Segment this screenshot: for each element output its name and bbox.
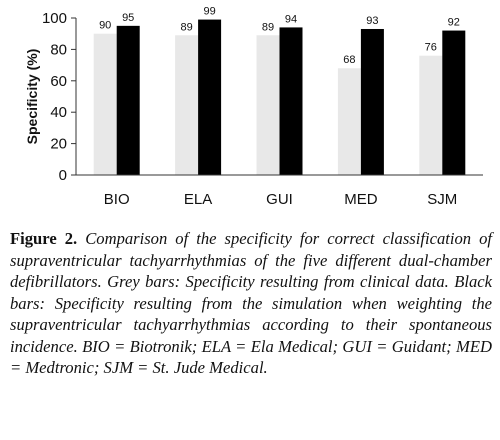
data-label: 89 — [180, 21, 192, 33]
black-bar-bio — [116, 25, 140, 175]
category-label-gui: GUI — [266, 191, 293, 208]
category-label-ela: ELA — [184, 191, 212, 208]
black-bar-gui — [279, 27, 303, 176]
figure-label: Figure 2. — [10, 229, 78, 248]
y-axis-ticks: 0 20 40 60 80 100 — [42, 10, 76, 184]
category-label-med: MED — [344, 191, 378, 208]
y-tick-label: 20 — [50, 136, 67, 153]
black-bar-med — [360, 28, 384, 175]
data-label: 68 — [343, 54, 355, 66]
chart-svg: 0 20 40 60 80 100 90 95 89 99 89 94 68 93 76 92 BIO ELA… — [24, 6, 483, 208]
y-tick-label: 60 — [50, 73, 67, 90]
y-tick-label: 0 — [59, 167, 67, 184]
data-label: 92 — [448, 17, 460, 29]
grey-bar-bio — [93, 33, 117, 176]
bars — [93, 19, 466, 176]
data-label: 93 — [366, 15, 378, 27]
bar-chart: 0 20 40 60 80 100 90 95 89 99 89 94 68 93 76 92 BIO ELA… — [24, 6, 483, 208]
y-tick-label: 100 — [42, 10, 67, 27]
data-label: 90 — [99, 20, 111, 32]
data-label: 94 — [285, 13, 297, 25]
y-tick-label: 40 — [50, 104, 67, 121]
data-labels: 90 95 89 99 89 94 68 93 76 92 — [99, 6, 460, 67]
grey-bar-ela — [175, 35, 199, 175]
grey-bar-gui — [256, 35, 280, 175]
black-bar-sjm — [442, 30, 466, 176]
grey-bar-sjm — [419, 55, 443, 175]
data-label: 76 — [425, 42, 437, 54]
grey-bar-med — [337, 68, 361, 175]
figure-caption: Figure 2. Comparison of the specificity … — [10, 228, 492, 379]
category-label-sjm: SJM — [427, 191, 457, 208]
figure-caption-text: Comparison of the specificity for correc… — [10, 229, 492, 377]
data-label: 89 — [262, 21, 274, 33]
y-axis-title: Specificity (%) — [24, 49, 40, 145]
category-labels: BIO ELA GUI MED SJM — [104, 191, 458, 208]
category-label-bio: BIO — [104, 191, 130, 208]
black-bar-ela — [198, 19, 222, 175]
data-label: 95 — [122, 12, 134, 24]
y-tick-label: 80 — [50, 41, 67, 58]
data-label: 99 — [203, 6, 215, 18]
